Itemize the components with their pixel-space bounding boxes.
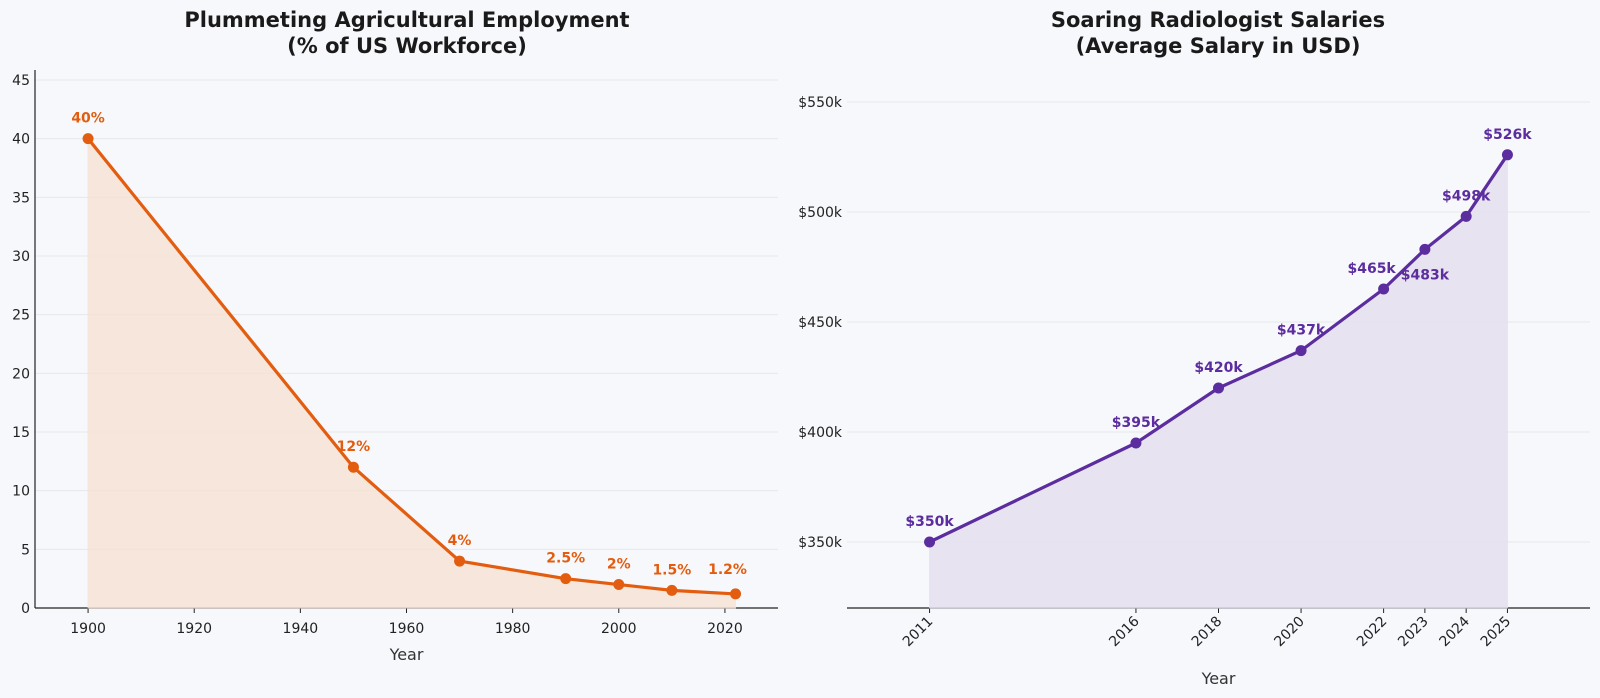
data-label: $526k: [1483, 127, 1532, 143]
x-tick-label: 2020: [707, 621, 743, 637]
y-tick-label: 15: [12, 425, 30, 441]
data-point: [347, 461, 359, 473]
x-tick-label: 1980: [495, 621, 531, 637]
y-tick-label: 45: [12, 73, 30, 89]
data-label: $483k: [1401, 267, 1450, 283]
y-tick-label: $450k: [798, 315, 843, 331]
y-tick-label: $400k: [798, 425, 843, 441]
y-tick-label: $500k: [798, 205, 843, 221]
x-tick-label: 1940: [283, 621, 319, 637]
x-tick-label: 2025: [1478, 614, 1515, 651]
x-axis-label: Year: [1201, 669, 1236, 688]
x-tick-label: 2016: [1106, 613, 1143, 650]
data-label: 2.5%: [546, 551, 585, 567]
y-tick-label: $350k: [798, 535, 843, 551]
data-label: $498k: [1442, 188, 1491, 204]
y-tick-label: 35: [12, 190, 30, 206]
x-tick-label: 2022: [1354, 614, 1391, 651]
chart-title-line: (Average Salary in USD): [1076, 34, 1361, 58]
y-tick-label: 25: [12, 308, 30, 324]
chart-title-line: Soaring Radiologist Salaries: [1051, 8, 1385, 32]
agricultural-employment-chart: Plummeting Agricultural Employment(% of …: [12, 8, 778, 664]
data-label: $350k: [905, 514, 954, 530]
data-point: [1295, 345, 1307, 357]
data-label: 1.2%: [708, 562, 747, 578]
data-point: [1501, 149, 1513, 161]
data-label: $437k: [1277, 323, 1326, 339]
data-point: [730, 588, 742, 600]
data-point: [924, 536, 936, 548]
series-area-fill: [929, 153, 1508, 609]
y-tick-label: 40: [12, 132, 30, 148]
x-tick-label: 2018: [1189, 614, 1226, 651]
x-tick-label: 1900: [70, 621, 106, 637]
data-label: 1.5%: [652, 562, 691, 578]
data-label: 4%: [448, 533, 472, 549]
y-tick-label: 30: [12, 249, 30, 265]
data-point: [1460, 210, 1472, 222]
x-tick-label: 2024: [1436, 613, 1473, 650]
x-tick-label: 1960: [389, 621, 425, 637]
data-point: [560, 573, 572, 585]
x-tick-label: 2000: [601, 621, 637, 637]
y-tick-label: 0: [21, 601, 30, 617]
x-axis-label: Year: [389, 645, 424, 664]
y-tick-label: 10: [12, 484, 30, 500]
chart-title-line: (% of US Workforce): [287, 34, 527, 58]
data-label: $395k: [1112, 415, 1161, 431]
data-point: [1130, 437, 1142, 449]
chart-title-line: Plummeting Agricultural Employment: [184, 8, 629, 32]
data-point: [1378, 283, 1390, 295]
x-tick-label: 1920: [176, 621, 212, 637]
y-tick-label: 20: [12, 366, 30, 382]
data-label: 12%: [337, 439, 371, 455]
data-label: $465k: [1347, 261, 1396, 277]
data-point: [1419, 243, 1431, 255]
data-label: $420k: [1194, 360, 1243, 376]
y-tick-label: 5: [21, 542, 30, 558]
x-tick-label: 2020: [1271, 614, 1308, 651]
data-point: [666, 584, 678, 596]
data-point: [454, 555, 466, 567]
x-tick-label: 2011: [900, 614, 937, 651]
data-point: [613, 579, 625, 591]
series-line: [928, 153, 1509, 544]
data-label: 2%: [607, 557, 631, 573]
data-point: [82, 133, 94, 145]
y-tick-label: $550k: [798, 95, 843, 111]
data-point: [1213, 382, 1224, 394]
radiologist-salaries-chart: Soaring Radiologist Salaries(Average Sal…: [798, 8, 1590, 688]
data-label: 40%: [71, 111, 105, 127]
x-tick-label: 2023: [1395, 614, 1432, 651]
